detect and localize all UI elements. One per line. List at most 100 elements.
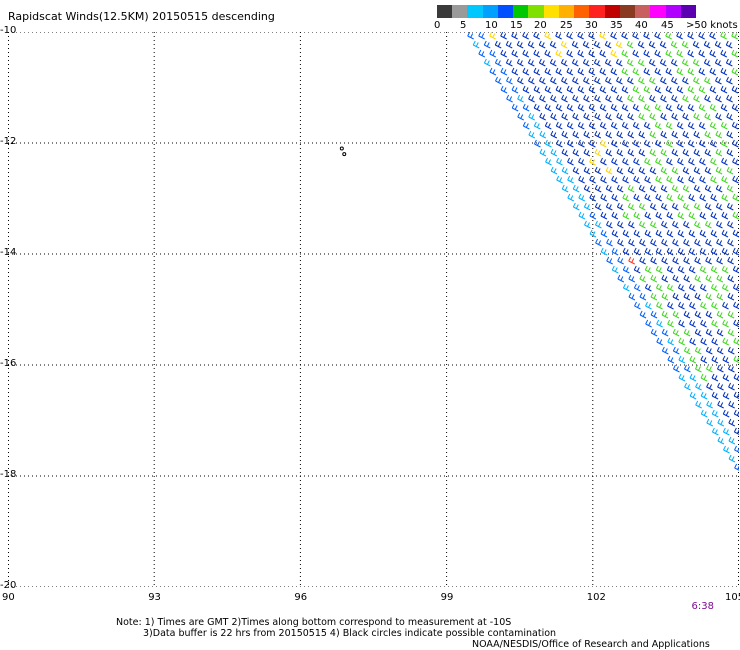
wind-barb: [645, 301, 652, 310]
wind-barb: [638, 184, 646, 193]
wind-barb: [672, 238, 679, 247]
wind-barb: [511, 103, 519, 112]
wind-barb: [715, 148, 723, 157]
wind-barb: [643, 49, 651, 58]
wind-barb: [616, 94, 623, 103]
wind-barb: [656, 301, 663, 310]
wind-barb: [721, 247, 729, 256]
wind-barb: [731, 103, 739, 112]
wind-barb: [578, 193, 586, 202]
wind-barb: [633, 283, 641, 292]
wind-barb: [600, 229, 608, 238]
wind-barb: [716, 292, 724, 301]
wind-barb: [643, 139, 651, 148]
wind-barb: [595, 220, 602, 229]
wind-barb: [588, 85, 596, 94]
wind-barb: [711, 427, 719, 436]
wind-barb: [600, 247, 608, 256]
wind-barb: [698, 85, 706, 94]
wind-barb: [539, 148, 547, 157]
wind-barb: [605, 202, 613, 211]
wind-barb: [522, 32, 529, 40]
wind-barb: [683, 238, 690, 247]
wind-barb: [683, 274, 691, 283]
wind-barb: [561, 130, 569, 139]
wind-barb: [654, 49, 662, 58]
wind-barb: [710, 265, 718, 274]
wind-barb: [606, 220, 613, 229]
wind-barb: [661, 274, 669, 283]
wind-barb: [677, 265, 685, 274]
wind-barb: [599, 49, 607, 58]
wind-barb: [622, 265, 630, 274]
wind-barb: [709, 67, 717, 76]
wind-barb: [599, 67, 607, 76]
wind-barb: [577, 139, 585, 148]
wind-barb: [634, 301, 641, 310]
wind-barb: [621, 49, 629, 58]
wind-barb: [661, 256, 668, 265]
wind-barb: [728, 382, 735, 391]
wind-barb: [654, 139, 662, 148]
wind-barb: [650, 328, 658, 337]
wind-barb: [665, 139, 673, 148]
wind-barb: [632, 103, 640, 112]
wind-barb: [677, 175, 684, 184]
lat-tick-label: -12: [0, 136, 17, 147]
wind-barb: [721, 193, 729, 202]
wind-barb: [725, 40, 733, 49]
wind-barb: [720, 49, 728, 58]
wind-barb: [611, 175, 618, 184]
wind-barb: [538, 40, 546, 49]
wind-barb: [656, 337, 663, 346]
wind-barb: [483, 40, 491, 49]
wind-barb: [672, 292, 680, 301]
wind-barb: [687, 49, 695, 58]
lat-tick-label: -10: [0, 25, 17, 36]
wind-barb: [633, 247, 641, 256]
wind-barb: [698, 139, 706, 148]
wind-barb: [577, 32, 584, 40]
wind-barb: [677, 211, 685, 220]
colorbar-swatch: [543, 5, 559, 18]
wind-barb: [649, 166, 657, 175]
wind-barb: [560, 40, 568, 49]
wind-barb: [689, 373, 697, 382]
wind-barb: [616, 148, 624, 157]
wind-barb: [732, 175, 739, 184]
wind-barb: [672, 310, 680, 319]
wind-barb: [583, 130, 591, 139]
wind-barb: [588, 49, 596, 58]
wind-barb: [683, 220, 690, 229]
wind-barb: [561, 184, 569, 193]
wind-barb: [731, 67, 739, 76]
wind-barb: [677, 283, 685, 292]
wind-barb: [616, 166, 624, 175]
wind-barb: [731, 32, 738, 40]
wind-barb: [633, 157, 640, 166]
wind-barb: [633, 265, 641, 274]
wind-barb: [704, 184, 712, 193]
wind-barb: [628, 274, 636, 283]
wind-barb: [627, 94, 634, 103]
wind-barb: [722, 409, 730, 418]
wind-barb: [594, 148, 602, 157]
wind-barb: [683, 328, 691, 337]
wind-barb: [649, 94, 656, 103]
wind-barb: [660, 112, 667, 121]
wind-barb: [659, 40, 667, 49]
wind-barb: [616, 184, 624, 193]
wind-barb: [610, 85, 618, 94]
wind-barb: [567, 193, 575, 202]
wind-barb: [693, 166, 701, 175]
wind-barb: [572, 112, 579, 121]
wind-barb: [650, 220, 657, 229]
lat-tick-label: -16: [0, 358, 17, 369]
wind-barb: [705, 256, 712, 265]
wind-barb: [610, 103, 618, 112]
wind-barb: [670, 58, 678, 67]
wind-barb: [649, 76, 656, 85]
wind-barb: [699, 211, 707, 220]
wind-barb: [584, 220, 591, 229]
colorbar-swatch: [497, 5, 514, 18]
